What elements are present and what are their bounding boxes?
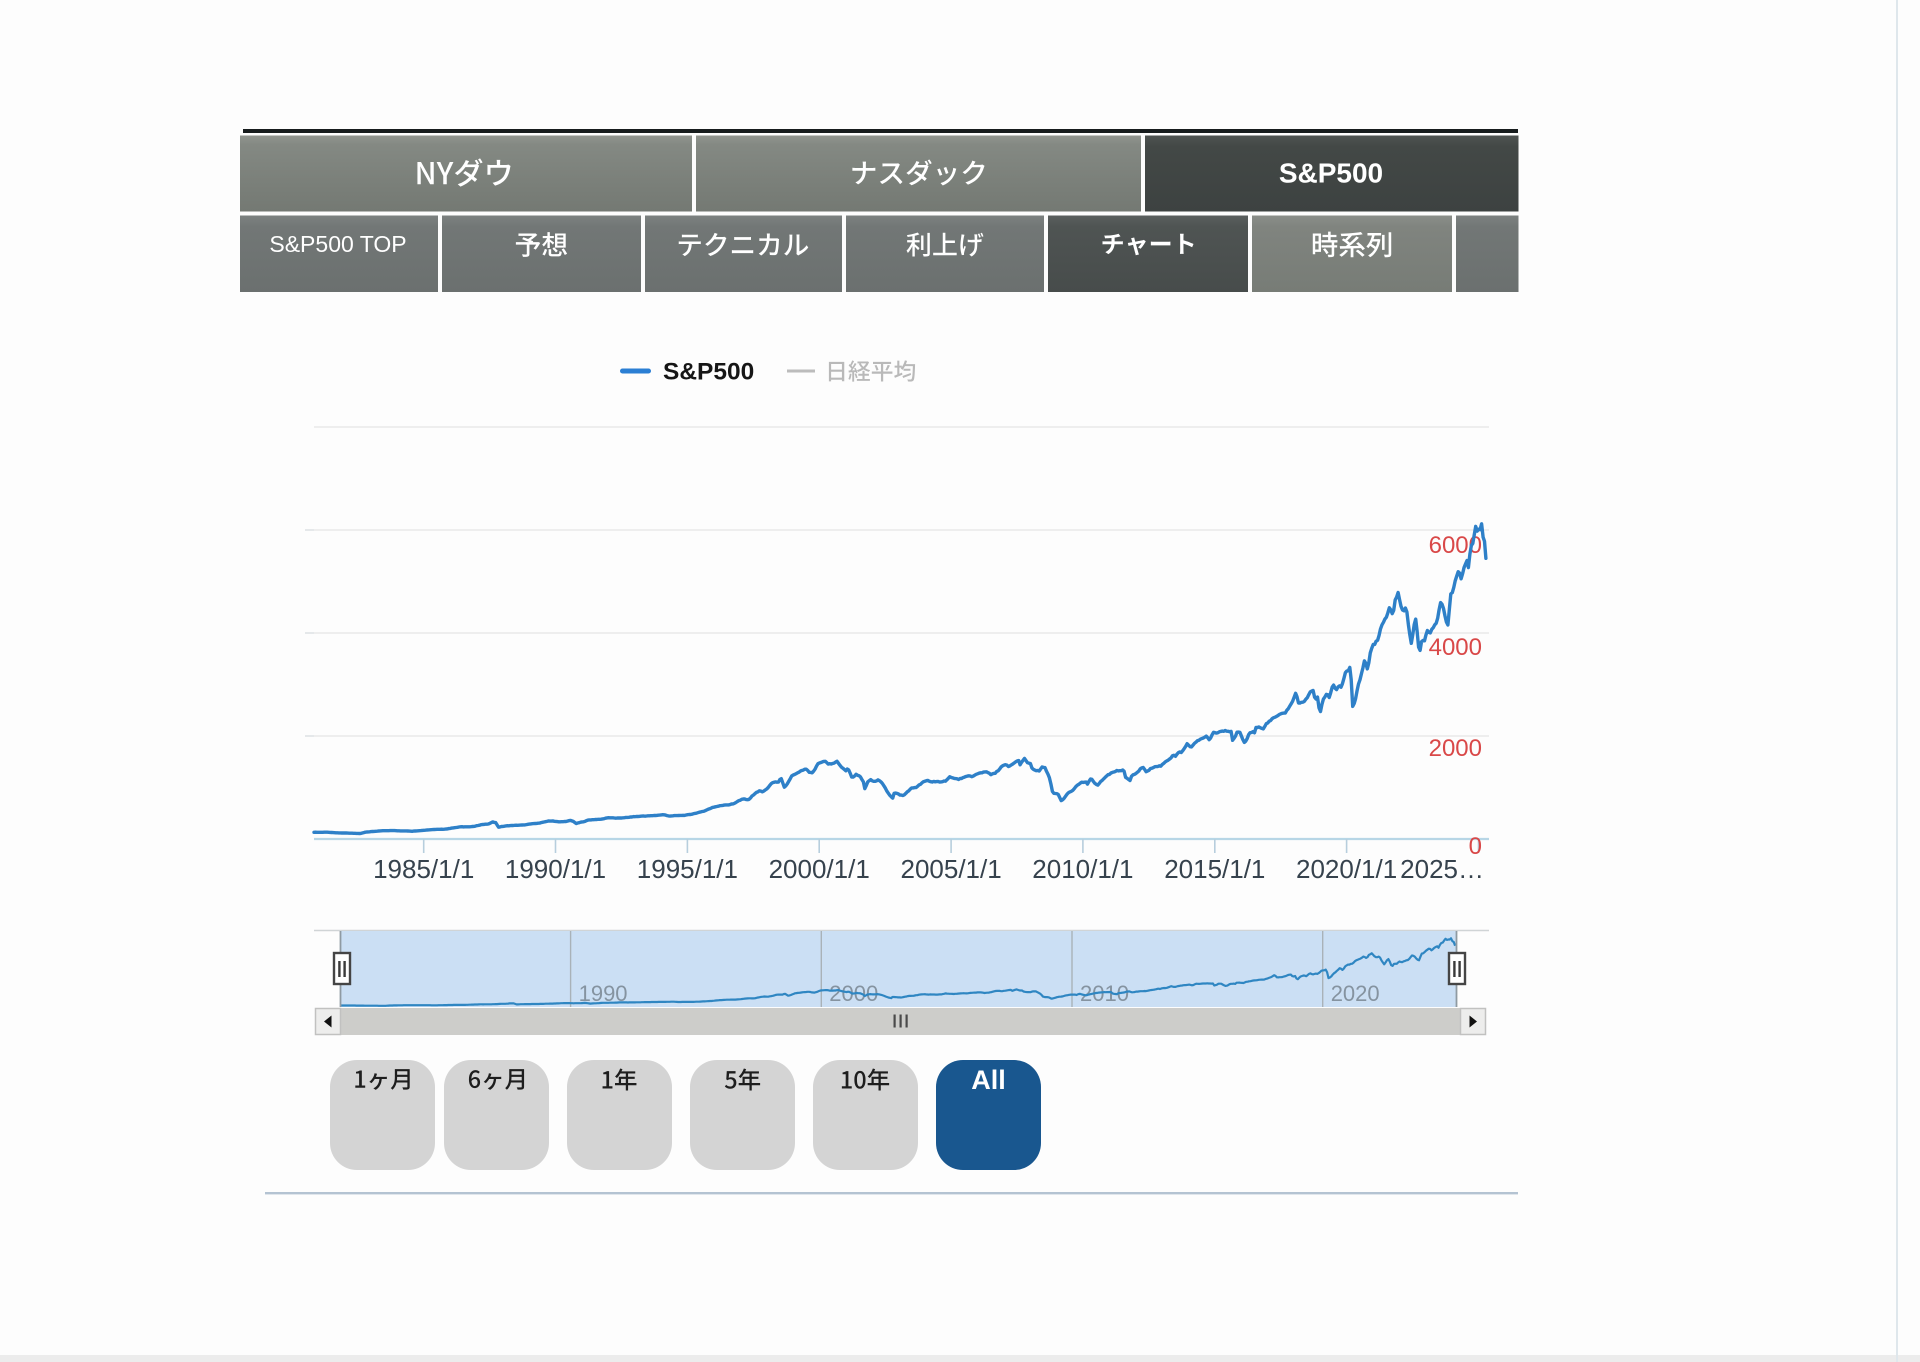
svg-text:1985/1/1: 1985/1/1 [373, 854, 474, 884]
svg-text:All: All [971, 1065, 1006, 1095]
svg-text:1995/1/1: 1995/1/1 [637, 854, 738, 884]
svg-text:2015/1/1: 2015/1/1 [1164, 854, 1265, 884]
svg-text:0: 0 [1469, 833, 1482, 860]
svg-text:2025…: 2025… [1400, 854, 1484, 884]
svg-text:2020: 2020 [1331, 981, 1380, 1006]
svg-text:2020/1/1: 2020/1/1 [1296, 854, 1397, 884]
svg-text:2000/1/1: 2000/1/1 [769, 854, 870, 884]
svg-text:1990/1/1: 1990/1/1 [505, 854, 606, 884]
svg-text:2005/1/1: 2005/1/1 [900, 854, 1001, 884]
svg-text:4000: 4000 [1429, 634, 1482, 661]
svg-text:S&P500 TOP: S&P500 TOP [269, 231, 406, 257]
svg-text:S&P500: S&P500 [1279, 158, 1383, 189]
svg-text:S&P500: S&P500 [663, 359, 754, 386]
svg-text:2010/1/1: 2010/1/1 [1032, 854, 1133, 884]
svg-text:2000: 2000 [1429, 735, 1482, 762]
